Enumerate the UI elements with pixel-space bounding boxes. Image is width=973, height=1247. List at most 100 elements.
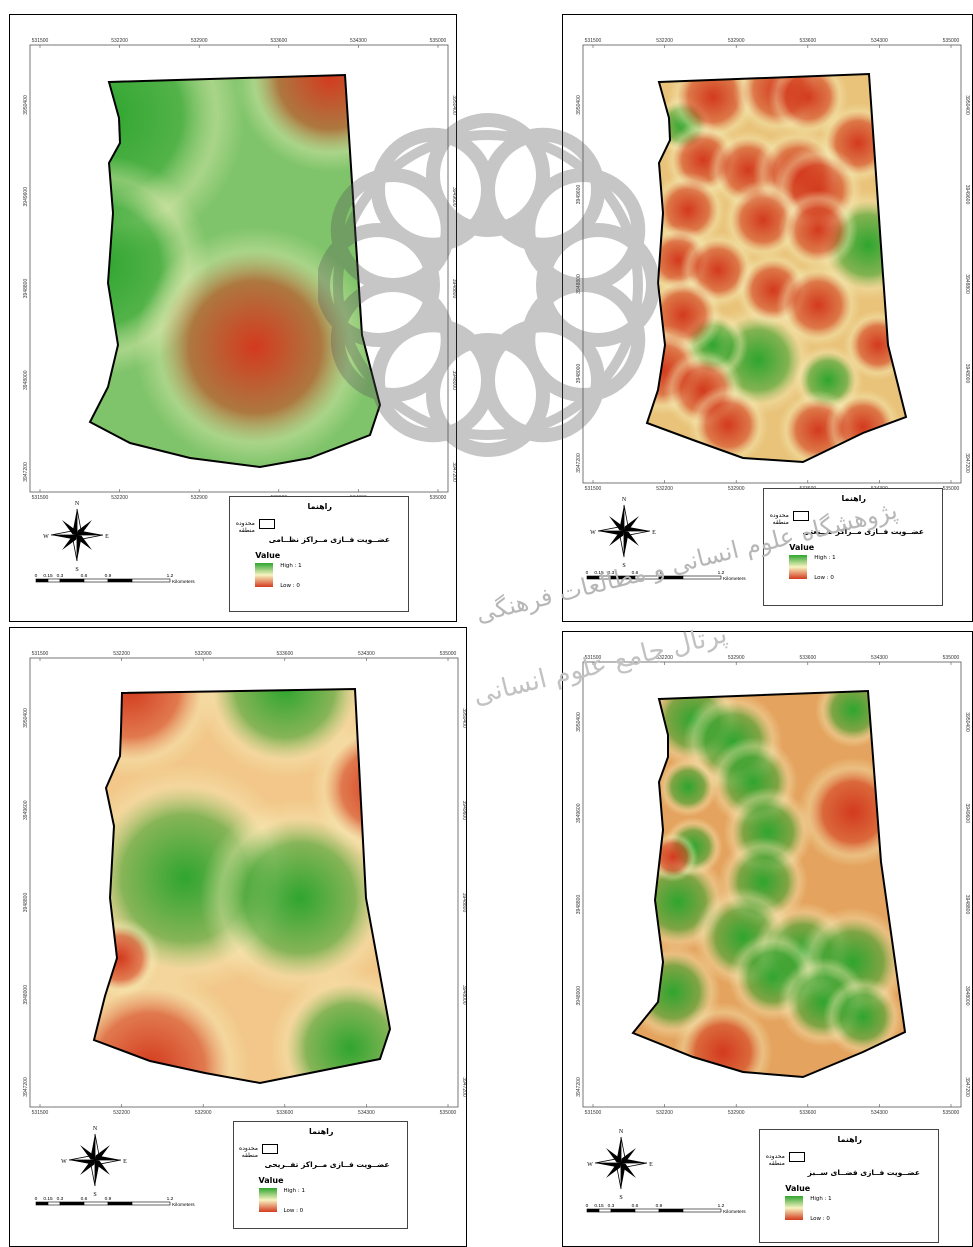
scale-label: 0.15 bbox=[43, 573, 53, 579]
scale-unit-label: Kilometers bbox=[172, 579, 195, 585]
x-tick-label-top: 534300 bbox=[358, 651, 375, 657]
compass-label-w: W bbox=[43, 534, 49, 540]
legend-value-heading: Value bbox=[785, 1184, 811, 1193]
y-tick-label-right: 3948800 bbox=[964, 274, 970, 294]
legend-low-label: Low : 0 bbox=[283, 1208, 304, 1214]
y-tick-label-right: 3950400 bbox=[451, 95, 457, 115]
compass-label-n: N bbox=[75, 501, 80, 507]
scale-label: 0 bbox=[586, 570, 589, 576]
x-tick-label-bottom: 531500 bbox=[32, 1110, 49, 1116]
map-frame bbox=[29, 657, 459, 1108]
legend-low-label: Low : 0 bbox=[280, 583, 300, 589]
study-area-boundary bbox=[645, 72, 908, 464]
x-tick-label-top: 535000 bbox=[430, 38, 447, 44]
compass-label-w: W bbox=[61, 1159, 67, 1165]
x-tick-label-bottom: 534300 bbox=[358, 1110, 375, 1116]
legend-title: راهنما bbox=[841, 494, 866, 503]
x-tick-label-bottom: 531500 bbox=[32, 495, 49, 501]
legend-high-label: High : 1 bbox=[283, 1188, 306, 1194]
x-tick-label-top: 535000 bbox=[943, 655, 960, 661]
x-tick-label-bottom: 533600 bbox=[799, 1110, 816, 1116]
compass-label-e: E bbox=[123, 1159, 127, 1165]
y-tick-label-right: 3947200 bbox=[964, 453, 970, 473]
y-tick-label-right: 3948800 bbox=[461, 893, 467, 913]
scale-label: 1.2 bbox=[718, 1203, 725, 1209]
x-tick-label-bottom: 535000 bbox=[430, 495, 447, 501]
scale-label: 0.9 bbox=[656, 570, 663, 576]
x-tick-label-top: 532200 bbox=[113, 651, 130, 657]
boundary-swatch bbox=[258, 519, 275, 529]
x-tick-label-top: 531500 bbox=[585, 655, 602, 661]
y-tick-label-left: 3949600 bbox=[576, 185, 582, 205]
y-tick-label-left: 3947200 bbox=[23, 462, 29, 482]
legend-boundary-label: محدوده منطقه bbox=[239, 1145, 258, 1159]
map-frame bbox=[29, 44, 449, 493]
legend-layer-name: عضــویت فــازی مــراکز نظــامی bbox=[268, 535, 390, 544]
scale-label: 0 bbox=[586, 1203, 589, 1209]
scale-label: 0 bbox=[35, 573, 38, 579]
scale-label: 0.3 bbox=[608, 1203, 615, 1209]
scale-label: 1.2 bbox=[718, 570, 725, 576]
y-tick-label-left: 3950400 bbox=[23, 95, 29, 115]
y-tick-label-left: 3947200 bbox=[576, 453, 582, 473]
north-arrow-icon: N E S W bbox=[587, 1129, 653, 1201]
y-tick-label-left: 3949600 bbox=[576, 803, 582, 823]
legend-color-ramp bbox=[789, 555, 808, 579]
x-tick-label-bottom: 534300 bbox=[871, 1110, 888, 1116]
x-tick-label-top: 534300 bbox=[871, 655, 888, 661]
scale-label: 0.15 bbox=[43, 1196, 53, 1202]
x-tick-label-bottom: 533600 bbox=[276, 1110, 293, 1116]
legend-high-label: High : 1 bbox=[280, 563, 302, 569]
scale-label: 0.15 bbox=[594, 570, 604, 576]
map-frame bbox=[582, 661, 962, 1108]
legend-boundary-label: محدوده منطقه bbox=[235, 520, 255, 534]
y-tick-label-left: 3947200 bbox=[23, 1077, 29, 1097]
legend-box: راهنما محدوده منطقه عضــویت فــازی مــرا… bbox=[233, 1121, 408, 1229]
y-tick-label-right: 3947200 bbox=[461, 1077, 467, 1097]
x-tick-label-bottom: 532200 bbox=[656, 486, 673, 492]
scale-label: 0.6 bbox=[81, 573, 88, 579]
y-tick-label-left: 3950400 bbox=[576, 712, 582, 732]
x-tick-label-bottom: 535000 bbox=[943, 486, 960, 492]
compass-label-s: S bbox=[75, 567, 78, 573]
legend-value-heading: Value bbox=[255, 551, 281, 560]
compass-label-e: E bbox=[105, 534, 109, 540]
x-tick-label-top: 532200 bbox=[656, 38, 673, 44]
x-tick-label-top: 533600 bbox=[799, 655, 816, 661]
compass-label-w: W bbox=[590, 530, 596, 536]
x-tick-label-bottom: 532200 bbox=[113, 1110, 130, 1116]
fuzzy-membership-surface bbox=[647, 74, 906, 462]
y-tick-label-right: 3950400 bbox=[964, 95, 970, 115]
x-tick-label-top: 535000 bbox=[440, 651, 457, 657]
map-canvas: 531500 531500 532200 532200 532900 532900 5336… bbox=[576, 655, 970, 1116]
scale-label: 0.3 bbox=[57, 1196, 64, 1202]
compass-label-n: N bbox=[619, 1129, 624, 1135]
scale-label: 0.3 bbox=[608, 570, 615, 576]
map-frame bbox=[582, 44, 962, 484]
x-tick-label-bottom: 535000 bbox=[440, 1110, 457, 1116]
y-tick-label-right: 3950400 bbox=[461, 708, 467, 728]
legend-box: راهنما محدوده منطقه عضــویت فــازی فضــا… bbox=[759, 1129, 939, 1243]
compass-label-e: E bbox=[652, 530, 656, 536]
map-panel-military: 531500 531500 532200 532200 532900 532900 5336… bbox=[9, 14, 457, 622]
scale-label: 0.9 bbox=[656, 1203, 663, 1209]
legend-title: راهنما bbox=[837, 1135, 862, 1144]
legend-low-label: Low : 0 bbox=[814, 575, 834, 581]
legend-color-ramp bbox=[785, 1196, 804, 1220]
x-tick-label-top: 531500 bbox=[32, 38, 49, 44]
y-tick-label-right: 3948000 bbox=[461, 985, 467, 1005]
scale-label: 0.6 bbox=[632, 570, 639, 576]
boundary-swatch bbox=[792, 511, 809, 521]
legend-boundary-label: محدوده منطقه bbox=[765, 1153, 785, 1167]
map-canvas: 531500 531500 532200 532200 532900 532900 5336… bbox=[576, 38, 970, 492]
study-area-boundary bbox=[92, 687, 392, 1085]
x-tick-label-top: 534300 bbox=[871, 38, 888, 44]
scale-label: 1.2 bbox=[167, 573, 174, 579]
map-canvas: 531500 531500 532200 532200 532900 532900 5336… bbox=[23, 38, 457, 501]
scale-label: 0.3 bbox=[57, 573, 64, 579]
x-tick-label-top: 533600 bbox=[270, 38, 287, 44]
x-tick-label-bottom: 532900 bbox=[195, 1110, 212, 1116]
legend-box: راهنما محدوده منطقه عضــویت فــازی مــرا… bbox=[763, 488, 943, 606]
legend-title: راهنما bbox=[308, 1127, 334, 1136]
